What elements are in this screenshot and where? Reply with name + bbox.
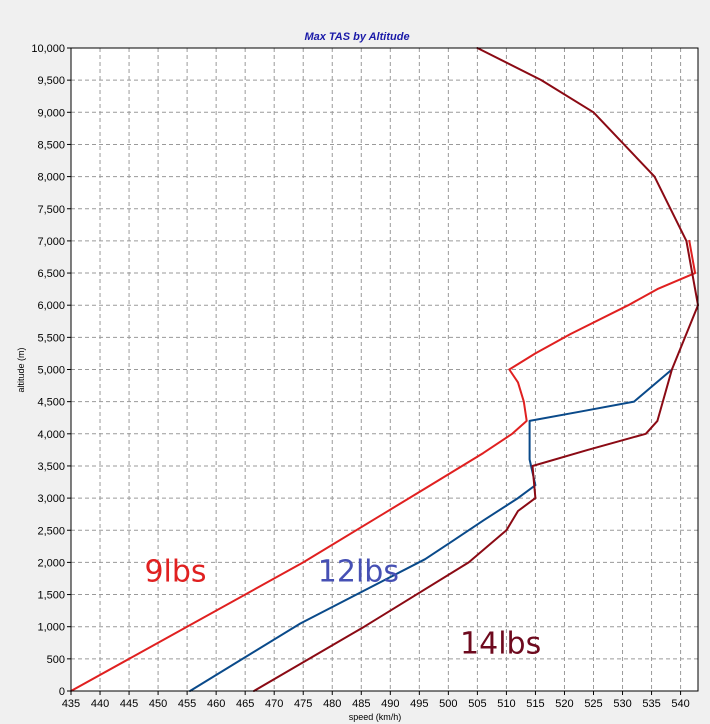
y-tick-label: 4,500 <box>37 397 65 409</box>
x-tick-label: 455 <box>178 698 196 710</box>
x-tick-label: 480 <box>323 698 341 710</box>
annotation-9lbs: 9lbs <box>144 555 206 590</box>
y-tick-label: 6,000 <box>37 300 65 312</box>
annotation-14lbs: 14lbs <box>460 627 541 662</box>
x-tick-label: 435 <box>62 698 80 710</box>
x-tick-label: 465 <box>236 698 254 710</box>
y-tick-label: 7,000 <box>37 236 65 248</box>
y-tick-label: 0 <box>59 686 65 698</box>
x-tick-label: 510 <box>497 698 515 710</box>
series-lines <box>70 47 699 692</box>
y-tick-label: 2,500 <box>37 525 65 537</box>
y-tick-label: 500 <box>47 654 65 666</box>
y-tick-label: 2,000 <box>37 557 65 569</box>
series-annotations: 9lbs 12lbs 14lbs <box>144 555 541 662</box>
y-tick-label: 8,500 <box>37 139 65 151</box>
series-line-9lbs <box>70 239 697 692</box>
x-tick-label: 535 <box>642 698 660 710</box>
y-tick-label: 7,500 <box>37 204 65 216</box>
x-axis-ticks: 435 440 445 450 455 460 465 470 475 480 485 490 495 5… <box>62 691 690 710</box>
x-tick-label: 470 <box>265 698 283 710</box>
x-tick-label: 520 <box>555 698 573 710</box>
series-line-12lbs <box>189 368 673 692</box>
x-tick-label: 485 <box>352 698 370 710</box>
y-tick-label: 1,500 <box>37 590 65 602</box>
x-tick-label: 450 <box>149 698 167 710</box>
y-tick-label: 3,500 <box>37 461 65 473</box>
x-tick-label: 460 <box>207 698 225 710</box>
y-tick-label: 1,000 <box>37 622 65 634</box>
y-axis-ticks: 0 500 1,000 1,500 2,000 2,500 3,000 3,500 4,000 4… <box>31 43 71 698</box>
y-tick-label: 5,500 <box>37 332 65 344</box>
series-line-14lbs <box>252 47 699 692</box>
y-tick-label: 9,500 <box>37 75 65 87</box>
y-tick-label: 4,000 <box>37 429 65 441</box>
x-tick-label: 475 <box>294 698 312 710</box>
x-tick-label: 440 <box>91 698 109 710</box>
x-tick-label: 445 <box>120 698 138 710</box>
x-tick-label: 505 <box>468 698 486 710</box>
x-tick-label: 495 <box>410 698 428 710</box>
x-tick-label: 530 <box>613 698 631 710</box>
y-tick-label: 6,500 <box>37 268 65 280</box>
x-tick-label: 500 <box>439 698 457 710</box>
x-tick-label: 525 <box>584 698 602 710</box>
y-tick-label: 3,000 <box>37 493 65 505</box>
gridlines <box>70 47 698 692</box>
y-tick-label: 10,000 <box>31 43 65 55</box>
x-axis-label: speed (km/h) <box>349 712 402 722</box>
chart-title: Max TAS by Altitude <box>304 31 409 43</box>
x-tick-label: 515 <box>526 698 544 710</box>
y-tick-label: 5,000 <box>37 365 65 377</box>
annotation-12lbs: 12lbs <box>318 555 399 590</box>
x-tick-label: 540 <box>671 698 689 710</box>
y-tick-label: 9,000 <box>37 107 65 119</box>
y-axis-label: altitude (m) <box>16 347 26 392</box>
y-tick-label: 8,000 <box>37 172 65 184</box>
x-tick-label: 490 <box>381 698 399 710</box>
